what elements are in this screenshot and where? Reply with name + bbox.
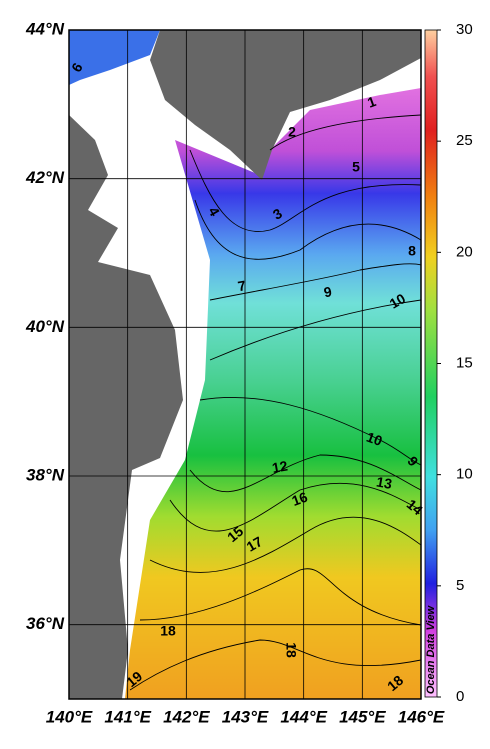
contour-line [269, 114, 421, 151]
contour-label: 10 [387, 290, 409, 312]
contour-line [194, 199, 421, 260]
colorbar-label: 5 [456, 577, 464, 594]
contour-label: 8 [408, 243, 416, 259]
contour-line [139, 568, 421, 626]
contour-line [209, 299, 421, 361]
land-honshu [69, 115, 183, 699]
y-tick-label: 36°N [26, 614, 65, 633]
colorbar-label: 30 [456, 21, 473, 38]
land-hokkaido [150, 30, 421, 180]
x-tick-label: 145°E [339, 707, 386, 726]
contour-line [129, 639, 421, 691]
contour-label: 13 [375, 473, 393, 491]
ocean-field [125, 88, 421, 699]
contour-label: 18 [160, 623, 176, 639]
contour-line [189, 149, 421, 232]
colorbar-label: 0 [456, 688, 464, 705]
x-tick-label: 141°E [104, 707, 151, 726]
contour-label: 16 [290, 489, 310, 509]
x-tick-label: 144°E [280, 707, 327, 726]
contour-label: 9 [323, 283, 334, 300]
y-tick-label: 40°N [25, 317, 65, 336]
y-tick-label: 44°N [25, 19, 65, 38]
contour-label: 2 [288, 124, 296, 140]
x-tick-label: 143°E [222, 707, 269, 726]
contour-label: 5 [352, 159, 360, 175]
y-tick-label: 38°N [26, 465, 65, 484]
contour-label: 12 [271, 457, 289, 475]
colorbar-label: 25 [456, 132, 473, 149]
map-area [69, 30, 421, 699]
contour-label: 7 [237, 277, 248, 294]
contour-label: 17 [244, 533, 266, 555]
colorbar-label: 20 [456, 243, 473, 260]
contour-line [149, 516, 421, 573]
x-tick-label: 142°E [163, 707, 210, 726]
colorbar-label: 15 [456, 354, 473, 371]
contour-line [199, 397, 421, 466]
contour-label: 18 [283, 642, 299, 658]
y-tick-label: 42°N [25, 168, 65, 187]
watermark: Ocean Data View [425, 604, 437, 694]
ocean-field-nw [69, 30, 160, 85]
colorbar [424, 29, 438, 698]
map-frame [68, 29, 422, 700]
contour-line [209, 263, 421, 301]
contour-line [169, 482, 421, 532]
x-tick-label: 146°E [398, 707, 445, 726]
colorbar-label: 10 [456, 466, 473, 483]
contour-label: 10 [364, 429, 384, 449]
x-tick-label: 140°E [46, 707, 93, 726]
